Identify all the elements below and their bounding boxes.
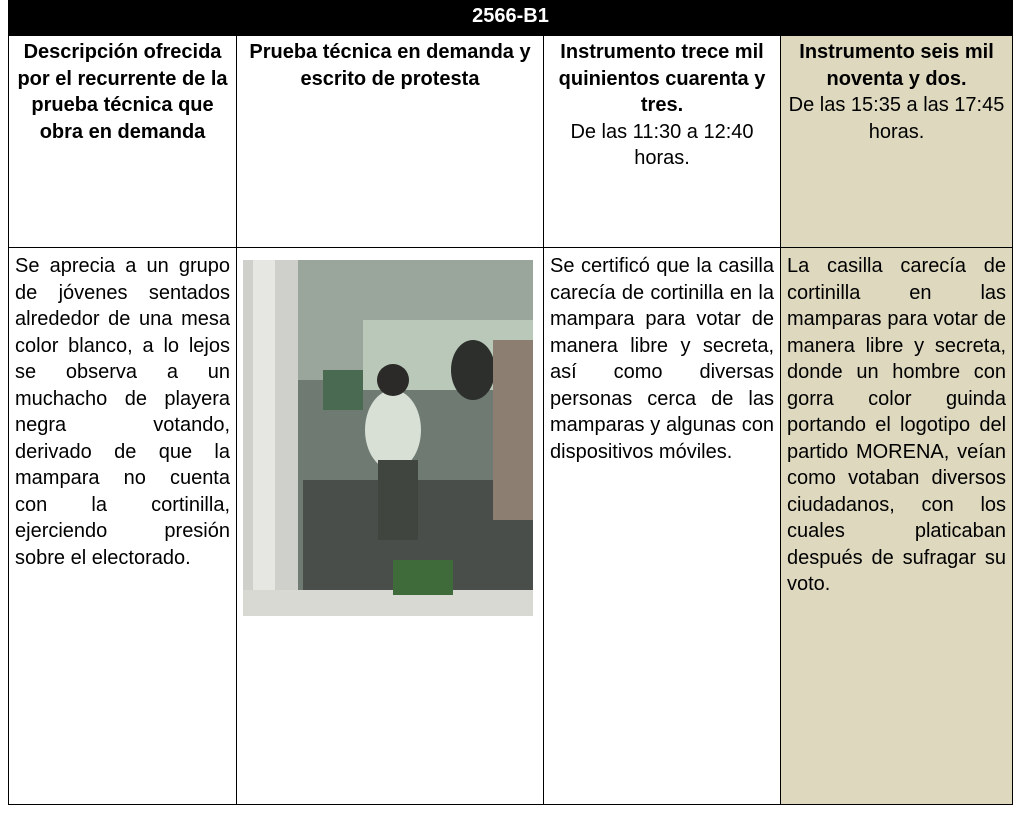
- header-cell: Instrumento trece mil quinientos cuarent…: [543, 35, 781, 248]
- body-cell: La casilla carecía de cortinilla en las …: [779, 247, 1014, 805]
- header-title: Instrumento trece mil quinientos cuarent…: [558, 41, 766, 116]
- body-cell: [236, 247, 544, 805]
- header-cell: Descripción ofrecida por el recurrente d…: [8, 35, 237, 248]
- header-title: Instrumento seis mil noventa y dos.: [799, 41, 994, 90]
- header-subtitle: De las 11:30 a 12:40 horas.: [570, 120, 754, 170]
- evidence-table: 2566-B1 Descripción ofrecida por el recu…: [7, 0, 1014, 805]
- photo: [243, 260, 533, 616]
- header-title: Prueba técnica en demanda y escrito de p…: [249, 41, 531, 90]
- header-cell: Prueba técnica en demanda y escrito de p…: [236, 35, 544, 248]
- header-title: Descripción ofrecida por el recurrente d…: [17, 41, 228, 143]
- header-cell: Instrumento seis mil noventa y dos. De la…: [779, 35, 1014, 248]
- body-cell: Se aprecia a un grupo de jóvenes sentado…: [8, 247, 237, 805]
- table-title: 2566-B1: [7, 0, 1014, 36]
- header-subtitle: De las 15:35 a las 17:45 horas.: [788, 94, 1005, 143]
- body-cell: Se certificó que la casilla carecía de c…: [543, 247, 781, 805]
